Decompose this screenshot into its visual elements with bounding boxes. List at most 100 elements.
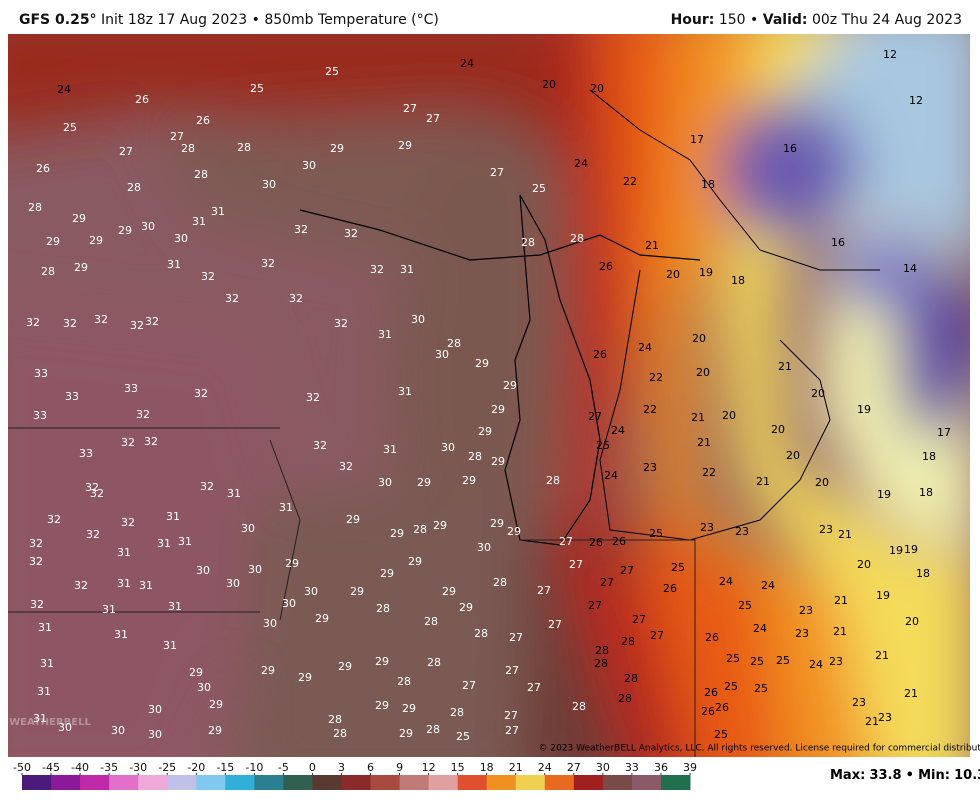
temperature-label: 29 [330, 142, 344, 155]
temperature-label: 20 [815, 476, 829, 489]
temperature-label: 20 [542, 78, 556, 91]
temperature-label: 29 [398, 139, 412, 152]
temperature-label: 29 [208, 724, 222, 737]
temperature-label: 20 [857, 558, 871, 571]
temperature-label: 28 [624, 672, 638, 685]
temperature-label: 32 [63, 317, 77, 330]
temperature-label: 29 [459, 601, 473, 614]
temperature-label: 20 [666, 268, 680, 281]
temperature-label: 29 [490, 517, 504, 530]
temperature-label: 28 [474, 627, 488, 640]
temperature-label: 25 [325, 65, 339, 78]
temperature-label: 29 [74, 261, 88, 274]
temperature-label: 26 [599, 260, 613, 273]
temperature-label: 30 [263, 617, 277, 630]
temperature-label: 25 [456, 730, 470, 743]
temperature-label: 30 [226, 577, 240, 590]
temperature-label: 27 [650, 629, 664, 642]
temperature-label: 29 [261, 664, 275, 677]
temperature-label: 32 [225, 292, 239, 305]
temperature-label: 16 [783, 142, 797, 155]
temperature-label: 21 [865, 715, 879, 728]
temperature-label: 18 [919, 486, 933, 499]
temperature-label: 28 [328, 713, 342, 726]
temperature-label: 14 [903, 262, 917, 275]
temperature-label: 29 [390, 527, 404, 540]
temperature-label: 26 [715, 701, 729, 714]
temperature-label: 29 [118, 224, 132, 237]
temperature-label: 31 [37, 685, 51, 698]
temperature-label: 31 [378, 328, 392, 341]
temperature-label: 28 [618, 692, 632, 705]
temperature-label: 20 [696, 366, 710, 379]
color-segment [109, 775, 139, 790]
temperature-label: 26 [196, 114, 210, 127]
color-segment [254, 775, 284, 790]
temperature-label: 19 [904, 543, 918, 556]
colorbar-tick-label: 15 [451, 761, 465, 774]
temperature-label: 28 [546, 474, 560, 487]
temperature-label: 32 [121, 516, 135, 529]
temperature-label: 32 [74, 579, 88, 592]
temperature-label: 27 [462, 679, 476, 692]
temperature-label: 32 [47, 513, 61, 526]
temperature-label: 21 [838, 528, 852, 541]
temperature-label: 18 [916, 567, 930, 580]
temperature-label: 23 [799, 604, 813, 617]
colorbar-tick-label: -30 [129, 761, 147, 774]
colorbar-tick-label: 36 [654, 761, 668, 774]
min: 10.3 [954, 768, 980, 783]
temperature-label: 24 [638, 341, 652, 354]
colorbar-tick-label: 33 [625, 761, 639, 774]
temperature-label: 27 [632, 613, 646, 626]
temperature-label: 25 [726, 652, 740, 665]
colorbar: -50 -45 -40 -35 -30 -25 -20 -15 -10 -5 0 3 6 9 12 15 18 2… [13, 761, 697, 790]
temperature-label: 28 [376, 602, 390, 615]
temperature-label: 28 [28, 201, 42, 214]
temperature-label: 25 [649, 527, 663, 540]
colorbar-tick-label: -5 [278, 761, 289, 774]
temperature-label: 16 [831, 236, 845, 249]
temperature-label: 32 [29, 555, 43, 568]
temperature-label: 32 [261, 257, 275, 270]
temperature-label: 29 [478, 425, 492, 438]
temperature-label: 21 [697, 436, 711, 449]
temperature-label: 27 [403, 102, 417, 115]
temperature-label: 32 [94, 313, 108, 326]
temperature-label: 32 [30, 598, 44, 611]
temperature-label: 31 [102, 603, 116, 616]
colorbar-tick-label: -50 [13, 761, 31, 774]
hour: 150 [718, 12, 746, 28]
temperature-label: 32 [344, 227, 358, 240]
temperature-label: 31 [40, 657, 54, 670]
temperature-label: 29 [399, 727, 413, 740]
color-segment [22, 775, 52, 790]
temperature-label: 25 [754, 682, 768, 695]
temperature-label: 29 [408, 555, 422, 568]
temperature-label: 30 [197, 681, 211, 694]
colorbar-tick-label: 18 [480, 761, 494, 774]
temperature-label: 22 [702, 466, 716, 479]
header-left: GFS 0.25° Init 18z 17 Aug 2023 • 850mb T… [19, 12, 439, 28]
temperature-label: 32 [294, 223, 308, 236]
temperature-label: 31 [117, 546, 131, 559]
temperature-label: 32 [136, 408, 150, 421]
temperature-label: 23 [829, 655, 843, 668]
colorbar-tick-label: 39 [683, 761, 697, 774]
temperature-label: 30 [302, 159, 316, 172]
temperature-label: 31 [398, 385, 412, 398]
temperature-label: 29 [346, 513, 360, 526]
color-segment [138, 775, 168, 790]
temperature-label: 25 [250, 82, 264, 95]
temperature-label: 25 [596, 439, 610, 452]
color-segment [312, 775, 342, 790]
temperature-label: 12 [883, 48, 897, 61]
temperature-label: 29 [46, 235, 60, 248]
temperature-label: 24 [611, 424, 625, 437]
temperature-label: 29 [89, 234, 103, 247]
temperature-label: 22 [623, 175, 637, 188]
temperature-label: 29 [433, 519, 447, 532]
header-right: Hour: 150 • Valid: 00z Thu 24 Aug 2023 [671, 12, 962, 28]
temperature-label: 26 [36, 162, 50, 175]
